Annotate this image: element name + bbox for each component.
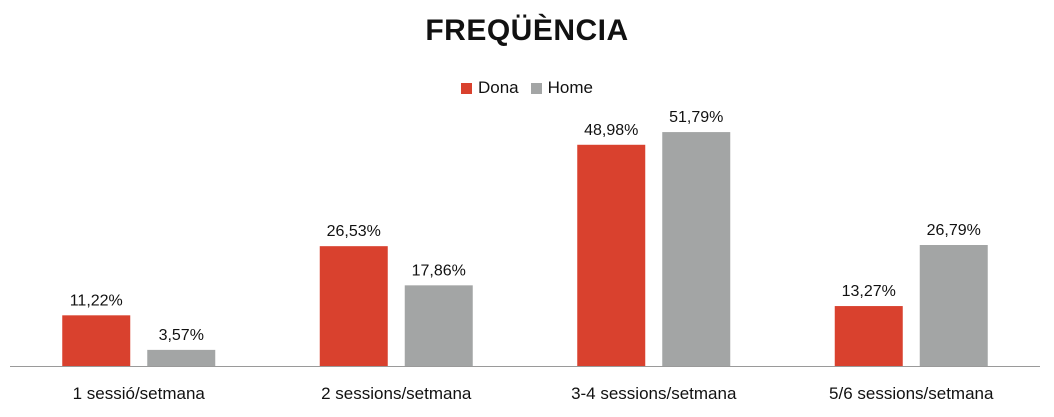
category-label-2: 3-4 sessions/setmana	[571, 384, 737, 403]
bar-home-2	[662, 132, 731, 366]
legend-swatch-home	[530, 82, 542, 94]
category-label-3: 5/6 sessions/setmana	[829, 384, 994, 403]
legend: Dona Home	[0, 78, 1054, 98]
data-label-home-2: 51,79%	[669, 109, 723, 126]
data-label-dona-0: 11,22%	[70, 292, 123, 309]
data-label-home-3: 26,79%	[927, 222, 981, 239]
category-label-0: 1 sessió/setmana	[73, 384, 206, 403]
bar-dona-1	[319, 246, 388, 366]
bar-home-3	[919, 244, 988, 366]
legend-label-dona: Dona	[478, 78, 519, 97]
legend-swatch-dona	[461, 82, 472, 94]
data-label-dona-3: 13,27%	[842, 283, 896, 300]
legend-item-dona: Dona	[461, 78, 519, 98]
legend-label-home: Home	[547, 78, 593, 97]
bar-home-1	[404, 285, 473, 366]
bar-dona-3	[834, 306, 903, 366]
category-label-1: 2 sessions/setmana	[321, 384, 472, 403]
data-label-home-0: 3,57%	[159, 327, 204, 344]
data-label-dona-2: 48,98%	[584, 122, 638, 139]
bar-dona-0	[62, 315, 131, 366]
data-label-dona-1: 26,53%	[327, 223, 381, 240]
chart-title: FREQÜÈNCIA	[425, 14, 629, 47]
bar-dona-2	[577, 144, 646, 366]
bar-home-0	[147, 349, 216, 366]
legend-item-home: Home	[530, 78, 593, 98]
data-label-home-1: 17,86%	[412, 262, 466, 279]
